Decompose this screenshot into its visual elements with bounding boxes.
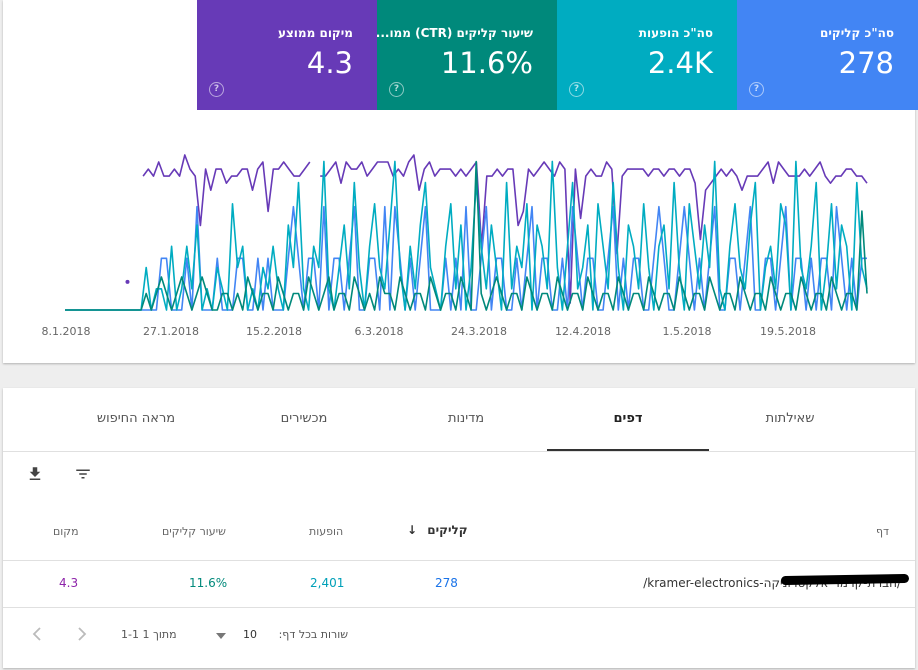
tab-search-appearance[interactable]: מראה החיפוש bbox=[96, 411, 176, 426]
chart-series bbox=[65, 154, 868, 311]
x-tick-label: 24.3.2018 bbox=[451, 325, 507, 338]
arrow-down-icon: ↓ bbox=[407, 523, 418, 537]
divider bbox=[3, 451, 915, 452]
avg-position-value: 4.3 bbox=[306, 46, 353, 80]
total-impressions-value: 2.4K bbox=[647, 46, 713, 80]
performance-chart: 8.1.2018 27.1.2018 15.2.2018 6.3.2018 24.3.2… bbox=[42, 154, 868, 338]
x-tick-label: 6.3.2018 bbox=[355, 325, 404, 338]
column-header-ctr: שיעור קליקים bbox=[162, 525, 226, 538]
rows-per-page-label: שורות בכל דף: bbox=[278, 628, 348, 641]
chevron-right-icon[interactable] bbox=[75, 626, 89, 642]
help-icon[interactable]: ? bbox=[209, 82, 224, 97]
column-header-impressions: הופעות bbox=[309, 525, 344, 538]
rows-per-page-value[interactable]: 10 bbox=[243, 628, 257, 641]
total-clicks-value: 278 bbox=[838, 46, 894, 80]
impressions-cell: 2,401 bbox=[310, 576, 345, 590]
position-cell: 4.3 bbox=[59, 576, 79, 590]
help-icon[interactable]: ? bbox=[749, 82, 764, 97]
x-tick-label: 1.5.2018 bbox=[663, 325, 712, 338]
series-point-0 bbox=[125, 279, 130, 284]
series-line-0 bbox=[142, 154, 868, 304]
filter-icon[interactable] bbox=[73, 465, 93, 483]
series-line-2 bbox=[65, 160, 868, 311]
column-header-position: מקום bbox=[53, 525, 79, 538]
total-impressions-card[interactable]: סה"כ הופעות 2.4K ? bbox=[557, 0, 737, 110]
help-icon[interactable]: ? bbox=[569, 82, 584, 97]
ctr-label: שיעור קליקים (CTR) ממו... bbox=[375, 26, 533, 40]
pagination-range: 1-1 מתוך 1 bbox=[121, 628, 177, 641]
ctr-card[interactable]: שיעור קליקים (CTR) ממו... 11.6% ? bbox=[375, 0, 557, 110]
download-icon[interactable] bbox=[26, 465, 44, 483]
clicks-header-label: קליקים bbox=[427, 523, 468, 537]
x-axis-ticks: 8.1.2018 27.1.2018 15.2.2018 6.3.2018 24.3.2… bbox=[42, 325, 816, 338]
tab-countries[interactable]: מדינות bbox=[447, 411, 485, 426]
avg-position-card[interactable]: מיקום ממוצע 4.3 ? bbox=[197, 0, 377, 110]
x-tick-label: 27.1.2018 bbox=[143, 325, 199, 338]
avg-position-label: מיקום ממוצע bbox=[277, 26, 353, 40]
tab-devices[interactable]: מכשירים bbox=[280, 411, 328, 426]
total-clicks-card[interactable]: סה"כ קליקים 278 ? bbox=[737, 0, 918, 110]
table-card: שאילתות דפים מדינות מכשירים מראה החיפוש … bbox=[3, 388, 915, 668]
performance-card: סה"כ קליקים 278 ? סה"כ הופעות 2.4K ? שיע… bbox=[3, 0, 918, 363]
x-tick-label: 8.1.2018 bbox=[42, 325, 91, 338]
total-impressions-label: סה"כ הופעות bbox=[638, 26, 713, 40]
divider bbox=[3, 560, 915, 561]
column-header-page: דף bbox=[875, 525, 889, 538]
chevron-left-icon[interactable] bbox=[30, 626, 44, 642]
tab-pages[interactable]: דפים bbox=[613, 411, 643, 426]
ctr-value: 11.6% bbox=[440, 46, 533, 80]
total-clicks-label: סה"כ קליקים bbox=[820, 26, 894, 40]
column-header-clicks[interactable]: קליקים ↓ bbox=[407, 523, 468, 537]
x-tick-label: 12.4.2018 bbox=[555, 325, 611, 338]
tab-queries[interactable]: שאילתות bbox=[765, 411, 815, 426]
active-tab-indicator bbox=[547, 449, 709, 451]
dropdown-arrow-icon[interactable] bbox=[215, 631, 227, 641]
ctr-cell: 11.6% bbox=[189, 576, 228, 590]
x-tick-label: 15.2.2018 bbox=[246, 325, 302, 338]
series-line-3 bbox=[65, 160, 868, 311]
x-tick-label: 19.5.2018 bbox=[760, 325, 816, 338]
help-icon[interactable]: ? bbox=[389, 82, 404, 97]
divider bbox=[3, 607, 915, 608]
clicks-cell: 278 bbox=[435, 576, 458, 590]
